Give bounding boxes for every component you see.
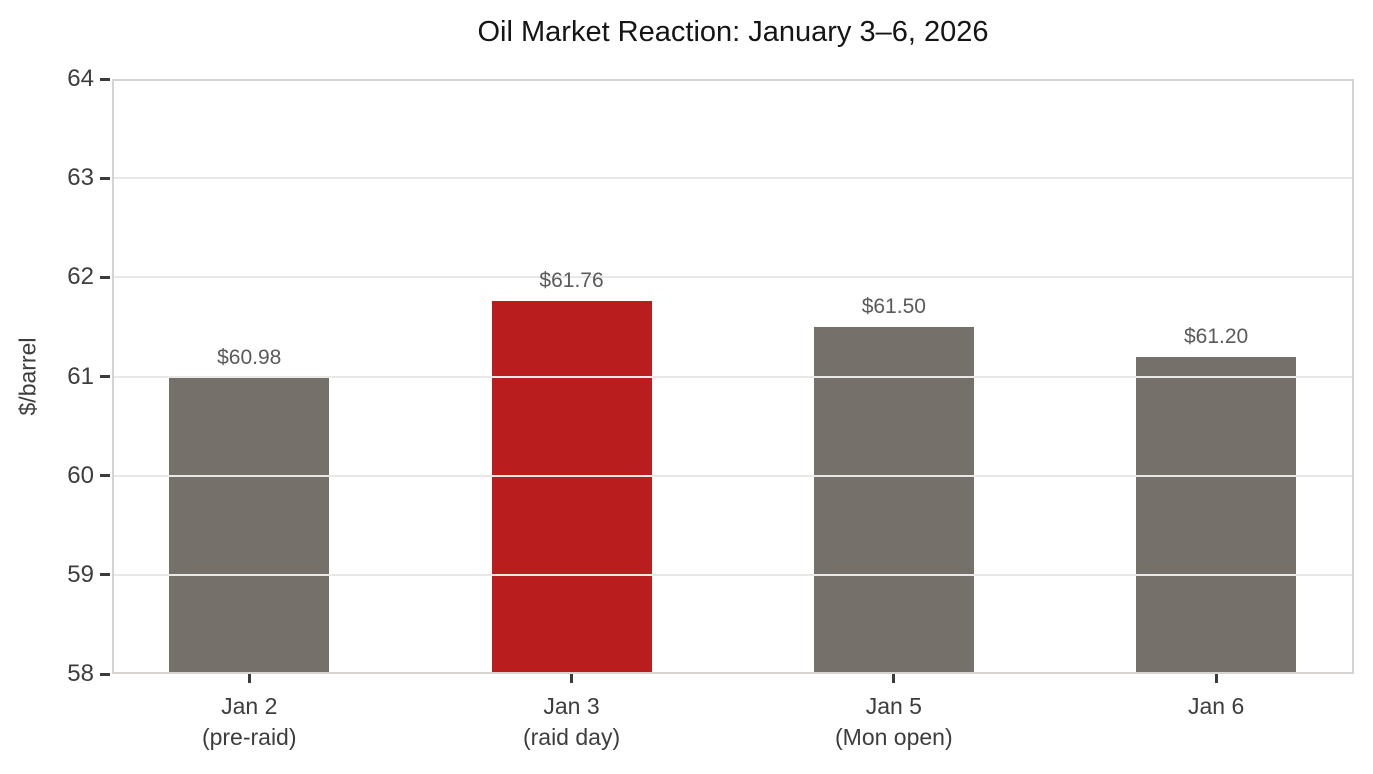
bar-value-label-2: $61.50 <box>861 294 926 318</box>
x-tick-label-line2: (raid day) <box>522 724 621 750</box>
y-tick-61 <box>100 375 110 378</box>
x-tick-label-line1: Jan 5 <box>865 693 922 719</box>
bar-value-label-3: $61.20 <box>1184 324 1249 348</box>
y-tick-label-60: 60 <box>67 461 94 489</box>
y-tick-58 <box>100 672 110 676</box>
x-tick-0 <box>247 674 251 683</box>
bar-jan-2 <box>169 378 330 674</box>
y-tick-63 <box>100 176 110 180</box>
y-tick-label-58: 58 <box>67 660 94 687</box>
gridline-63 <box>112 177 1354 180</box>
gridline-59 <box>112 573 1354 576</box>
bar-jan-3 <box>491 301 652 674</box>
y-tick-64 <box>100 77 110 81</box>
x-tick-label-line1: Jan 2 <box>221 693 278 719</box>
x-tick-label-3: Jan 6 <box>1056 691 1373 722</box>
y-tick-59 <box>100 573 110 577</box>
y-tick-label-64: 64 <box>67 65 94 92</box>
gridline-60 <box>112 474 1354 477</box>
x-tick-1 <box>570 674 574 683</box>
x-tick-label-line2: (pre-raid) <box>201 724 297 750</box>
y-tick-label-62: 62 <box>67 263 94 291</box>
bar-value-label-1: $61.76 <box>539 269 604 293</box>
x-tick-label-line2: (Mon open) <box>835 724 953 750</box>
y-tick-label-59: 59 <box>67 560 94 588</box>
bar-jan-5 <box>813 326 974 674</box>
bar-jan-6 <box>1136 356 1297 674</box>
y-tick-label-63: 63 <box>67 164 94 192</box>
x-tick-3 <box>1214 674 1218 683</box>
gridline-61 <box>112 375 1354 378</box>
y-tick-label-61: 61 <box>67 362 94 390</box>
x-tick-label-1: Jan 3 (raid day) <box>412 691 732 753</box>
bar-value-label-0: $60.98 <box>217 346 282 370</box>
x-tick-label-line1: Jan 3 <box>543 693 600 719</box>
x-tick-label-2: Jan 5 (Mon open) <box>734 691 1054 753</box>
x-tick-2 <box>892 674 896 683</box>
gridline-62 <box>112 276 1354 279</box>
y-tick-60 <box>100 474 110 478</box>
x-tick-label-line1: Jan 6 <box>1187 693 1245 719</box>
y-tick-62 <box>100 275 110 279</box>
chart-title: Oil Market Reaction: January 3–6, 2026 <box>477 16 989 48</box>
x-tick-label-0: Jan 2 (pre-raid) <box>89 691 409 753</box>
